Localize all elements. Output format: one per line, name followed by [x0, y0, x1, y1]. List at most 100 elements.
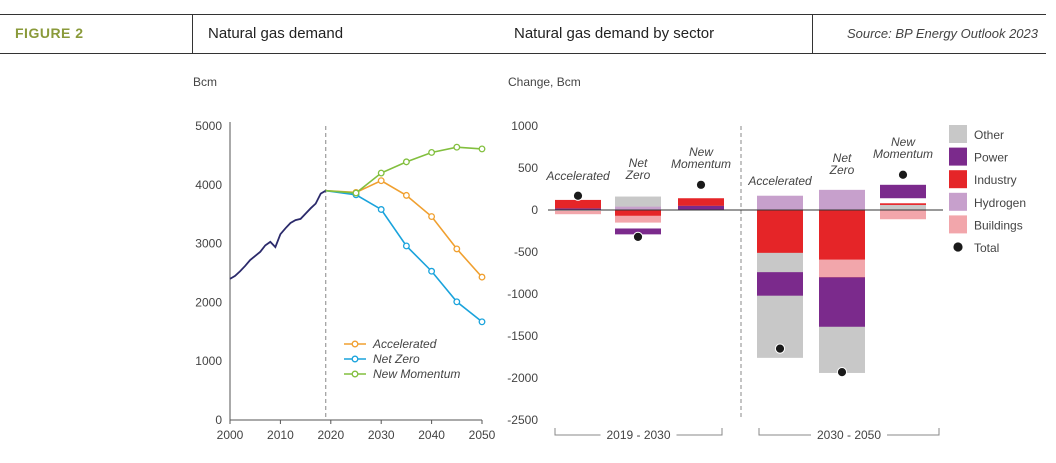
bar-segment-industry	[615, 210, 661, 216]
legend-label: Accelerated	[372, 337, 437, 351]
bar-category-label: Momentum	[671, 157, 731, 171]
series-point-new_momentum	[352, 189, 360, 197]
series-point-accelerated	[402, 191, 410, 199]
y-tick-label: -1000	[507, 287, 538, 301]
series-line-new_momentum	[325, 146, 483, 194]
left-chart-title: Natural gas demand	[208, 25, 344, 42]
header-divider	[192, 15, 193, 53]
bar-segment-hydrogen	[757, 195, 803, 210]
legend-label: Buildings	[974, 218, 1023, 232]
bar-segment-power	[678, 205, 724, 210]
series-point-net_zero	[453, 298, 461, 306]
bar-segment-buildings	[555, 210, 601, 215]
bar-segment-industry	[555, 199, 601, 209]
x-tick-label: 2020	[317, 428, 344, 442]
y-tick-label: -500	[514, 245, 538, 259]
bar-category-label: Momentum	[873, 147, 933, 161]
y-tick-label: 0	[531, 203, 538, 217]
y-tick-label: -2500	[507, 413, 538, 427]
y-tick-label: 1000	[511, 119, 538, 133]
bar-segment-power	[880, 184, 926, 199]
group-label-bg	[600, 427, 677, 443]
legend-label: Industry	[974, 173, 1017, 187]
legend-label: Power	[974, 151, 1008, 165]
total-marker	[572, 190, 584, 201]
series-point-new_momentum	[377, 169, 385, 177]
series-point-new_momentum	[402, 158, 410, 166]
series-point-accelerated	[453, 245, 461, 253]
legend-swatch-power	[949, 147, 967, 166]
legend-marker-net_zero	[351, 355, 359, 363]
bar-segment-hydrogen	[819, 189, 865, 210]
bar-category-label: Net	[629, 156, 648, 170]
header-divider	[812, 15, 813, 53]
y-tick-label: 3000	[195, 237, 222, 251]
series-point-accelerated	[428, 213, 436, 221]
group-label: 2019 - 2030	[606, 428, 670, 442]
series-point-new_momentum	[478, 145, 486, 153]
y-tick-label: -1500	[507, 329, 538, 343]
legend-swatch-buildings	[949, 215, 967, 234]
bar-segment-other	[880, 204, 926, 210]
figure-header: FIGURE 2 Natural gas demand Natural gas …	[0, 14, 1046, 54]
y-tick-label: 500	[518, 161, 538, 175]
bar-segment-industry	[757, 210, 803, 253]
bar-category-label: Accelerated	[545, 169, 610, 183]
bar-segment-power	[555, 208, 601, 210]
x-tick-label: 2010	[267, 428, 294, 442]
right-chart-title: Natural gas demand by sector	[514, 25, 715, 42]
source-note: Source: BP Energy Outlook 2023	[846, 26, 1038, 41]
legend-swatch-industry	[949, 170, 967, 189]
bar-segment-power	[615, 228, 661, 235]
bar-category-label: Zero	[829, 163, 855, 177]
legend-marker-accelerated	[351, 340, 359, 348]
series-point-net_zero	[402, 242, 410, 250]
series-point-net_zero	[377, 206, 385, 213]
legend-marker-total	[953, 242, 963, 252]
legend-marker-new_momentum	[351, 370, 359, 378]
bar-category-label: New	[891, 135, 916, 149]
series-point-new_momentum	[428, 149, 436, 156]
bar-segment-power	[757, 272, 803, 296]
bar-segment-hydrogen	[615, 206, 661, 210]
bar-segment-industry	[678, 198, 724, 206]
group-label: 2030 - 2050	[817, 428, 881, 442]
bar-segment-industry	[880, 203, 926, 205]
bar-category-label: New	[689, 145, 714, 159]
series-point-net_zero	[428, 267, 436, 275]
legend-label: Hydrogen	[974, 196, 1026, 210]
bar-segment-buildings	[819, 259, 865, 278]
total-marker	[774, 343, 786, 354]
series-point-net_zero	[478, 318, 486, 326]
y-tick-label: 5000	[195, 119, 222, 133]
x-tick-label: 2000	[217, 428, 244, 442]
series-point-accelerated	[377, 177, 385, 185]
y-tick-label: 4000	[195, 178, 222, 192]
x-tick-label: 2040	[418, 428, 445, 442]
historical-demand-line	[229, 189, 327, 280]
total-marker	[695, 179, 707, 190]
legend-label: Net Zero	[373, 352, 420, 366]
legend-swatch-hydrogen	[949, 192, 967, 211]
bar-category-label: Net	[833, 151, 852, 165]
y-tick-label: 2000	[195, 295, 222, 309]
legend-swatch-other	[949, 125, 967, 143]
bar-segment-buildings	[615, 215, 661, 223]
y-tick-label: 0	[215, 413, 222, 427]
bar-segment-buildings	[880, 210, 926, 220]
group-label-bg	[811, 427, 887, 443]
legend-label: Other	[974, 128, 1004, 142]
legend-label: New Momentum	[373, 367, 460, 381]
x-tick-label: 2030	[368, 428, 395, 442]
total-marker	[632, 231, 644, 242]
x-tick-label: 2050	[469, 428, 496, 442]
figure-label: FIGURE 2	[15, 25, 84, 41]
y-axis-label: Bcm	[193, 75, 217, 89]
y-tick-label: 1000	[195, 354, 222, 368]
total-marker	[897, 169, 909, 180]
y-tick-label: -2000	[507, 371, 538, 385]
legend-label: Total	[974, 241, 999, 255]
series-point-new_momentum	[453, 143, 461, 151]
y-axis-label: Change, Bcm	[508, 75, 581, 89]
